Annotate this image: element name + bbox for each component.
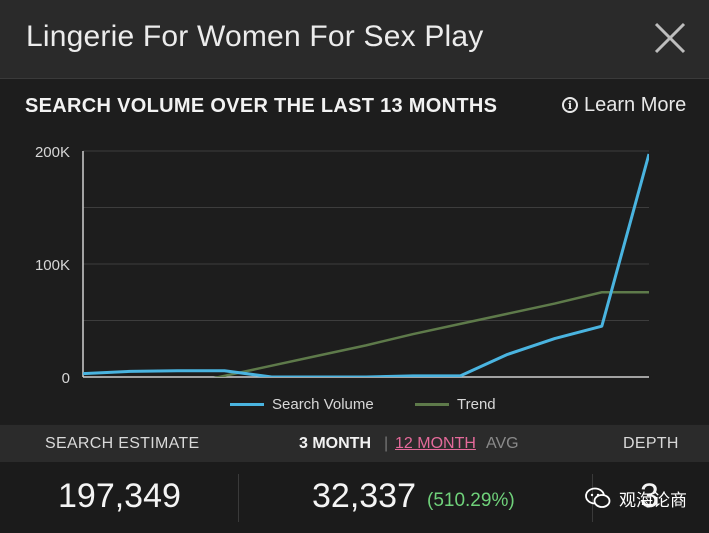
search-volume-chart: 0 100K 200K — [35, 144, 649, 387]
series-line-trend — [213, 291, 649, 377]
close-icon — [654, 22, 686, 54]
chart-series — [83, 153, 649, 377]
search-estimate-value: 197,349 — [58, 477, 181, 515]
y-tick-label: 100K — [35, 257, 70, 274]
modal-header: Lingerie For Women For Sex Play — [0, 0, 709, 79]
legend-swatch-trend — [415, 403, 449, 406]
chart-grid — [82, 150, 649, 378]
legend-label-trend: Trend — [457, 396, 496, 413]
chart-panel — [0, 79, 709, 424]
avg-label: AVG — [486, 435, 519, 452]
stats-divider — [592, 474, 593, 522]
wechat-watermark: 观海论商 — [585, 483, 687, 513]
y-axis-ticks: 0 100K 200K — [35, 144, 70, 387]
learn-more-label: Learn More — [584, 93, 687, 116]
three-month-value: 32,337 — [312, 477, 416, 515]
legend-label-search-volume: Search Volume — [272, 396, 374, 413]
depth-value: 3 — [640, 477, 659, 515]
legend-item-trend: Trend — [415, 396, 496, 413]
keyword-title: Lingerie For Women For Sex Play — [26, 20, 484, 53]
depth-label: DEPTH — [623, 435, 679, 452]
chart-legend: Search Volume Trend — [0, 396, 709, 416]
three-month-change: (510.29%) — [427, 490, 515, 511]
y-tick-label: 0 — [62, 370, 70, 387]
legend-swatch-search-volume — [230, 403, 264, 406]
legend-item-search-volume: Search Volume — [230, 396, 374, 413]
info-icon: i — [562, 97, 578, 113]
stats-divider — [238, 474, 239, 522]
tab-12-month[interactable]: 12 MONTH — [395, 435, 476, 452]
tab-3-month[interactable]: 3 MONTH — [299, 435, 371, 452]
series-line-search-volume — [83, 153, 649, 377]
search-estimate-label: SEARCH ESTIMATE — [45, 435, 200, 452]
stats-values-row: 197,349 32,337 (510.29%) 3 — [0, 462, 709, 533]
wechat-icon — [585, 487, 611, 508]
learn-more-link[interactable]: i Learn More — [562, 93, 686, 117]
watermark-text: 观海论商 — [619, 490, 687, 510]
y-tick-label: 200K — [35, 144, 70, 161]
close-button[interactable] — [650, 18, 690, 58]
chart-section-title: SEARCH VOLUME OVER THE LAST 13 MONTHS — [25, 95, 498, 117]
stats-header: SEARCH ESTIMATE 3 MONTH | 12 MONTH AVG D… — [0, 425, 709, 462]
tab-separator: | — [384, 435, 389, 452]
